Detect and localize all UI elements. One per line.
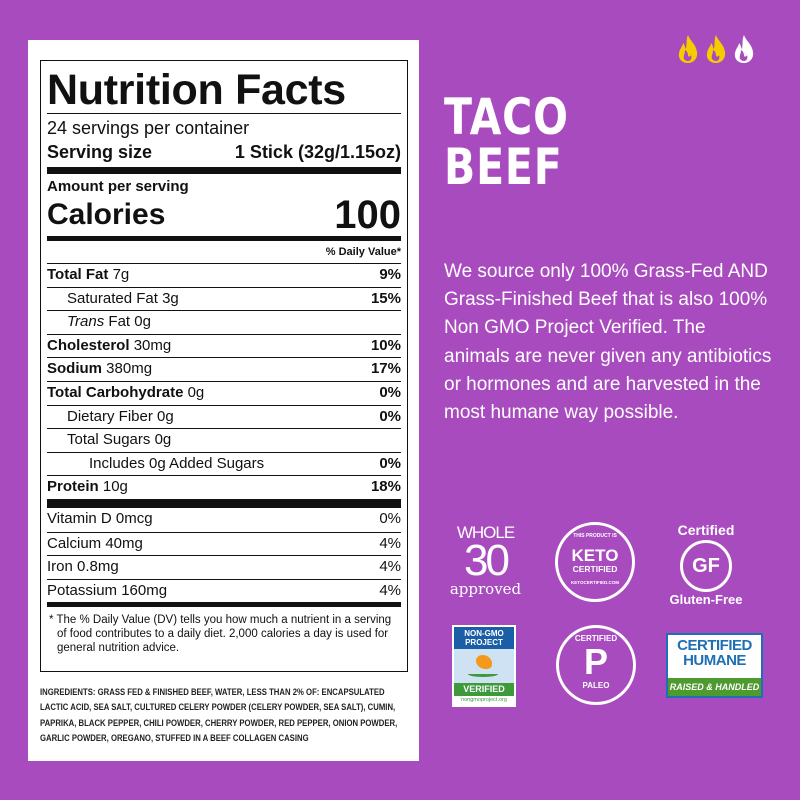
keto-certified-badge: THIS PRODUCT IS KETO CERTIFIED KETOCERTI… — [555, 522, 635, 602]
nutrient-row: Protein 10g 18% — [47, 475, 401, 499]
butterfly-icon — [476, 655, 492, 669]
flame-icon — [734, 35, 754, 63]
nutrition-panel — [28, 40, 419, 761]
vitamin-row: Vitamin D 0mcg 0% — [47, 509, 401, 527]
product-description: We source only 100% Grass-Fed AND Grass-… — [444, 261, 772, 424]
serving-size-value: 1 Stick (32g/1.15oz) — [234, 142, 401, 162]
footnote: * The % Daily Value (DV) tells you how m… — [49, 614, 392, 655]
calories-value: 100 — [334, 193, 401, 237]
daily-value-header: % Daily Value* — [325, 246, 401, 258]
product-name: TACO BEEF — [444, 88, 569, 196]
serving-size: Serving size 1 Stick (32g/1.15oz) — [47, 140, 401, 167]
servings-per-container: 24 servings per container — [47, 118, 250, 138]
amount-per-serving: Amount per serving — [47, 178, 189, 195]
calories-label: Calories — [47, 198, 166, 231]
nutrient-row: Includes 0g Added Sugars 0% — [47, 451, 401, 476]
vitamin-row: Potassium 160mg 4% — [47, 578, 401, 603]
flame-icon — [706, 35, 726, 63]
nutrient-row: Sodium 380mg 17% — [47, 357, 401, 381]
calories-row: Calories 100 — [47, 193, 401, 237]
non-gmo-verified-badge: NON-GMO PROJECT VERIFIED nongmoproject.or… — [452, 625, 516, 707]
nutrition-facts-label: Nutrition Facts 24 servings per containe… — [40, 60, 408, 672]
paleo-certified-badge: CERTIFIED P PALEO — [556, 625, 636, 705]
vitamin-row: Calcium 40mg 4% — [47, 531, 401, 556]
vitamin-row: Iron 0.8mg 4% — [47, 555, 401, 579]
nutrient-row: Dietary Fiber 0g 0% — [47, 404, 401, 429]
nutrient-row: Total Carbohydrate 0g 0% — [47, 380, 401, 405]
nutrient-row: Saturated Fat 3g 15% — [47, 286, 401, 311]
nutrient-row: Cholesterol 30mg 10% — [47, 333, 401, 358]
nutrient-row: Total Fat 7g 9% — [47, 263, 401, 287]
nutrition-title: Nutrition Facts — [47, 66, 346, 114]
certified-humane-badge: CERTIFIED HUMANE RAISED & HANDLED — [666, 633, 763, 698]
nutrient-row: Total Sugars 0g — [47, 428, 401, 452]
whole30-badge: WHOLE 30 approved — [449, 523, 522, 598]
ingredients: INGREDIENTS: GRASS FED & FINISHED BEEF, … — [40, 687, 398, 744]
serving-size-label: Serving size — [47, 142, 153, 162]
spice-level-indicator — [676, 34, 756, 64]
nutrient-row: Trans Fat 0g — [47, 310, 401, 334]
flame-icon — [678, 35, 698, 63]
gluten-free-badge: Certified GF Gluten-Free — [669, 522, 743, 607]
